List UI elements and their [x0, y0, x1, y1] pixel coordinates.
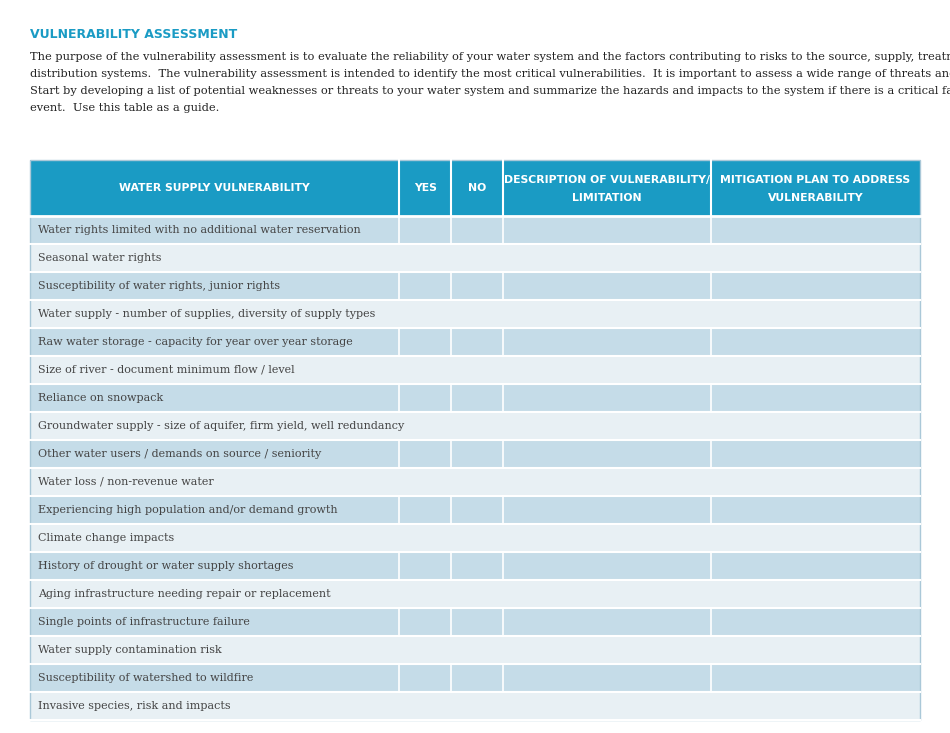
Bar: [30, 356, 920, 384]
Text: History of drought or water supply shortages: History of drought or water supply short…: [38, 561, 294, 571]
Bar: [30, 496, 920, 524]
Text: VULNERABILITY: VULNERABILITY: [768, 193, 864, 203]
Text: distribution systems.  The vulnerability assessment is intended to identify the : distribution systems. The vulnerability …: [30, 69, 950, 79]
Bar: [30, 300, 920, 328]
Text: Aging infrastructure needing repair or replacement: Aging infrastructure needing repair or r…: [38, 589, 331, 599]
Bar: [30, 160, 920, 216]
Text: Reliance on snowpack: Reliance on snowpack: [38, 393, 163, 403]
Text: Groundwater supply - size of aquifer, firm yield, well redundancy: Groundwater supply - size of aquifer, fi…: [38, 421, 405, 431]
Text: Susceptibility of watershed to wildfire: Susceptibility of watershed to wildfire: [38, 673, 254, 683]
Bar: [30, 328, 920, 356]
Bar: [30, 692, 920, 720]
Text: NO: NO: [467, 183, 485, 193]
Text: LIMITATION: LIMITATION: [572, 193, 641, 203]
Text: Experiencing high population and/or demand growth: Experiencing high population and/or dema…: [38, 505, 337, 515]
Text: Other water users / demands on source / seniority: Other water users / demands on source / …: [38, 449, 321, 459]
Bar: [30, 160, 920, 720]
Text: Size of river - document minimum flow / level: Size of river - document minimum flow / …: [38, 365, 294, 375]
Text: Single points of infrastructure failure: Single points of infrastructure failure: [38, 617, 250, 627]
Text: Invasive species, risk and impacts: Invasive species, risk and impacts: [38, 701, 231, 711]
Bar: [30, 524, 920, 552]
Text: MITIGATION PLAN TO ADDRESS: MITIGATION PLAN TO ADDRESS: [720, 174, 910, 185]
Text: Water supply contamination risk: Water supply contamination risk: [38, 645, 221, 655]
Bar: [30, 552, 920, 580]
Text: Climate change impacts: Climate change impacts: [38, 533, 174, 543]
Text: Raw water storage - capacity for year over year storage: Raw water storage - capacity for year ov…: [38, 337, 352, 347]
Text: Water loss / non-revenue water: Water loss / non-revenue water: [38, 477, 214, 487]
Bar: [30, 636, 920, 664]
Bar: [30, 580, 920, 608]
Bar: [30, 216, 920, 244]
Text: Water rights limited with no additional water reservation: Water rights limited with no additional …: [38, 225, 361, 235]
Bar: [30, 244, 920, 272]
Text: Water supply - number of supplies, diversity of supply types: Water supply - number of supplies, diver…: [38, 309, 375, 319]
Text: The purpose of the vulnerability assessment is to evaluate the reliability of yo: The purpose of the vulnerability assessm…: [30, 52, 950, 62]
Bar: [30, 440, 920, 468]
Bar: [30, 412, 920, 440]
Bar: [30, 664, 920, 692]
Text: Start by developing a list of potential weaknesses or threats to your water syst: Start by developing a list of potential …: [30, 86, 950, 96]
Bar: [30, 384, 920, 412]
Bar: [30, 608, 920, 636]
Text: DESCRIPTION OF VULNERABILITY/: DESCRIPTION OF VULNERABILITY/: [504, 174, 710, 185]
Text: WATER SUPPLY VULNERABILITY: WATER SUPPLY VULNERABILITY: [120, 183, 310, 193]
Text: Seasonal water rights: Seasonal water rights: [38, 253, 162, 263]
Bar: [30, 468, 920, 496]
Text: event.  Use this table as a guide.: event. Use this table as a guide.: [30, 103, 219, 113]
Text: Susceptibility of water rights, junior rights: Susceptibility of water rights, junior r…: [38, 281, 280, 291]
Bar: [30, 272, 920, 300]
Text: YES: YES: [413, 183, 437, 193]
Text: VULNERABILITY ASSESSMENT: VULNERABILITY ASSESSMENT: [30, 28, 238, 41]
